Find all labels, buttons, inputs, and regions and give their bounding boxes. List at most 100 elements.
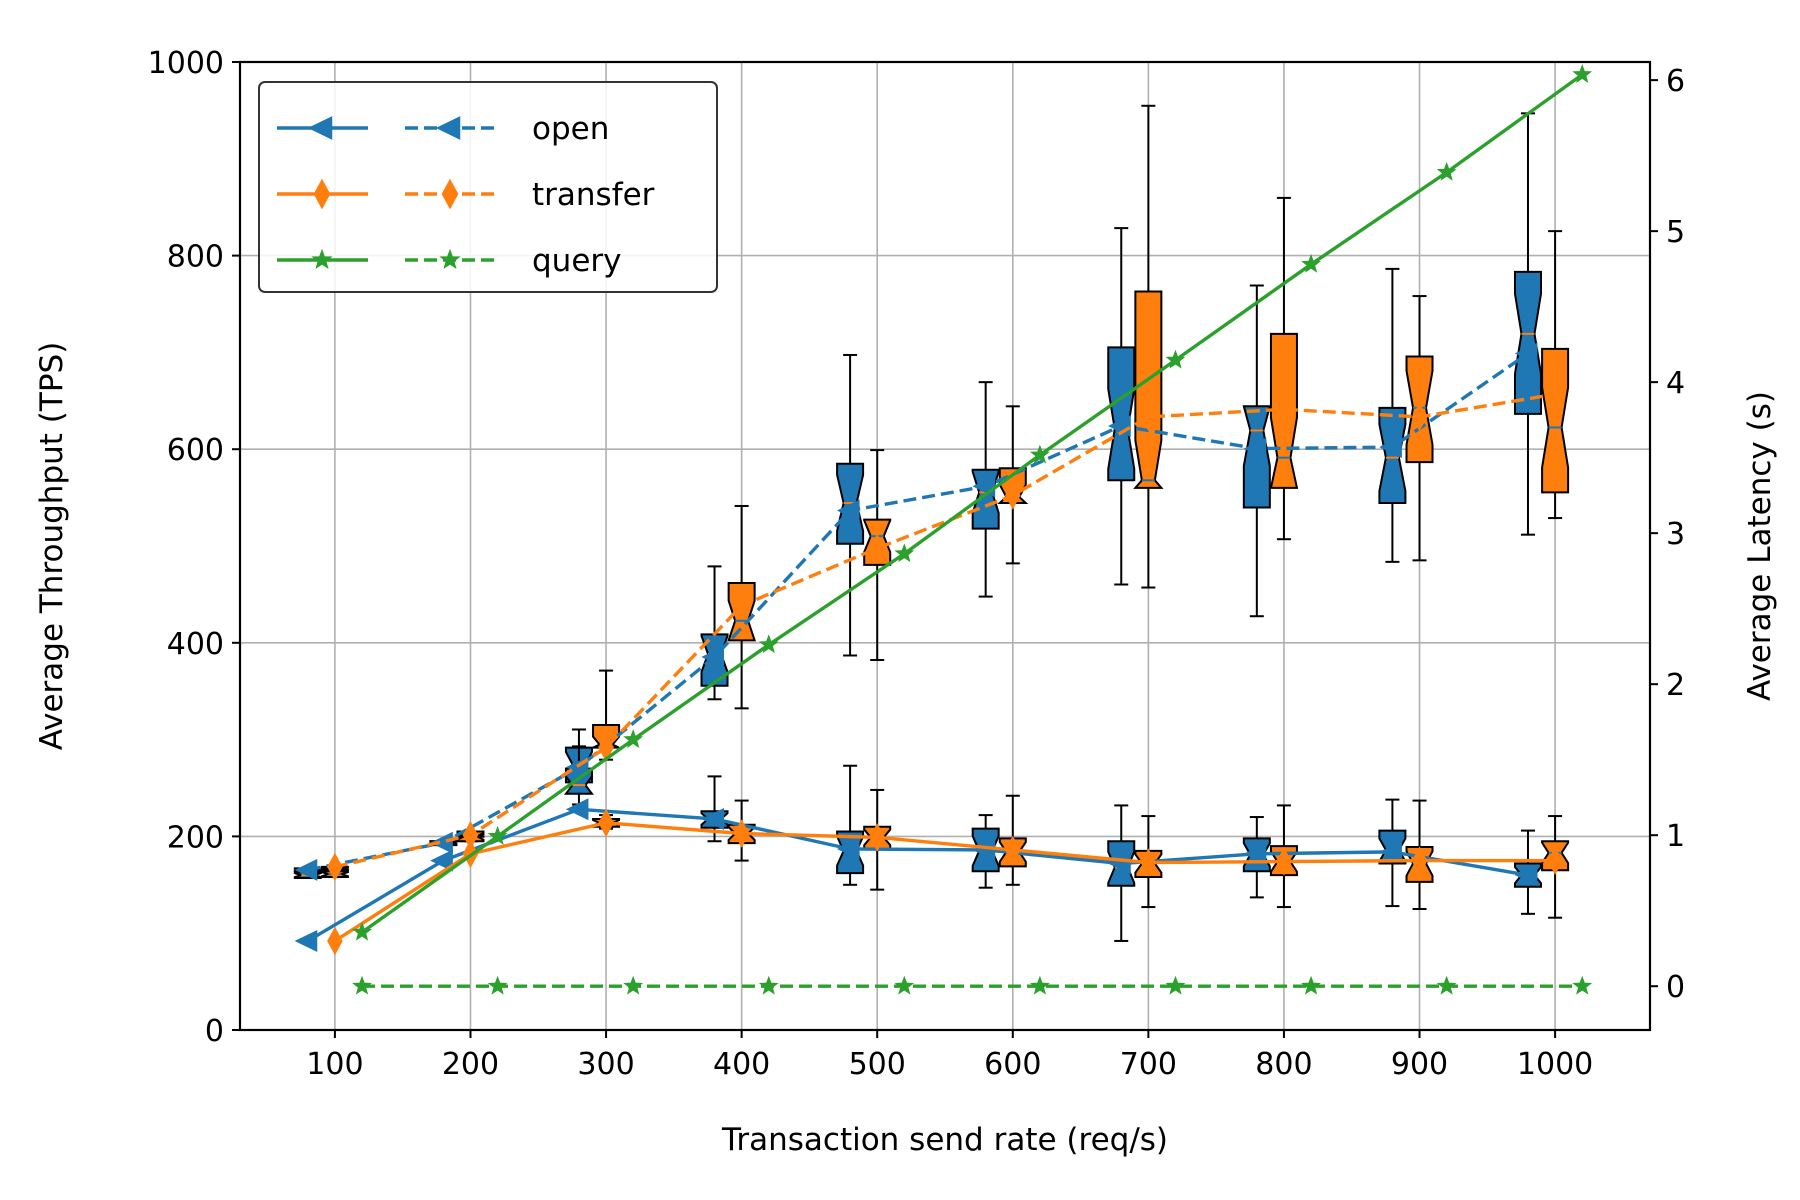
marker-star: [894, 975, 915, 995]
legend-label-transfer: transfer: [532, 177, 655, 213]
marker-star: [623, 975, 644, 995]
marker-triangle-left: [294, 858, 318, 881]
series-line-open-throughput: [306, 807, 1529, 943]
right-y-tick-label: 2: [1666, 668, 1685, 703]
marker-triangle-left: [1243, 842, 1267, 865]
marker-thin-diamond: [1140, 848, 1157, 877]
left-y-tick-label: 200: [167, 820, 224, 855]
marker-triangle-left: [1379, 840, 1402, 863]
marker-thin-diamond: [441, 178, 459, 210]
x-tick-label: 1000: [1517, 1047, 1593, 1082]
left-y-axis: 0 200 400 600 800 1000: [148, 46, 240, 1049]
x-tick-label: 500: [849, 1047, 906, 1082]
marker-star: [487, 975, 508, 995]
right-y-tick-label: 3: [1666, 517, 1685, 552]
marker-triangle-left: [836, 499, 860, 522]
series-line-transfer-latency: [334, 392, 1556, 869]
marker-star: [352, 975, 372, 995]
marker-thin-diamond: [1140, 402, 1157, 432]
legend-label-open: open: [532, 111, 609, 147]
marker-thin-diamond: [327, 852, 343, 882]
marker-thin-diamond: [1005, 835, 1021, 865]
left-y-tick-label: 1000: [148, 46, 224, 81]
marker-thin-diamond: [1276, 847, 1292, 876]
marker-thin-diamond: [462, 820, 479, 850]
left-y-tick-label: 400: [167, 627, 224, 662]
right-y-tick-label: 0: [1666, 970, 1685, 1005]
marker-star: [894, 543, 915, 563]
marker-thin-diamond: [1547, 846, 1563, 875]
plot-frame: [238, 60, 1652, 1032]
right-y-axis: 0 1 2 3 4 5 6: [1650, 64, 1685, 1005]
x-axis: 100 200 300 400 500 600 700 800 900 1000: [306, 1030, 1593, 1082]
marker-star: [1436, 975, 1457, 995]
marker-star: [1436, 161, 1457, 181]
marker-star: [1301, 975, 1321, 995]
right-y-axis-title: Average Latency (s): [1742, 391, 1778, 701]
marker-thin-diamond: [1411, 402, 1428, 432]
series-line-query-throughput: [361, 73, 1584, 934]
marker-star: [758, 975, 779, 995]
marker-star: [439, 248, 461, 270]
x-tick-label: 800: [1255, 1047, 1312, 1082]
marker-star: [1572, 975, 1593, 995]
legend: open transfer query: [258, 81, 718, 293]
marker-thin-diamond: [1276, 395, 1292, 424]
x-tick-label: 200: [442, 1047, 499, 1082]
left-y-axis-title: Average Throughput (TPS): [34, 342, 70, 751]
marker-thin-diamond: [869, 534, 885, 563]
left-y-tick-label: 800: [167, 240, 224, 275]
box-body: [1133, 290, 1164, 489]
marker-thin-diamond: [869, 823, 885, 852]
marker-star: [487, 825, 508, 845]
right-y-tick-label: 6: [1666, 64, 1685, 99]
box-body: [1242, 405, 1272, 509]
x-tick-label: 700: [1120, 1047, 1177, 1082]
marker-triangle-left: [701, 807, 725, 830]
right-y-tick-label: 4: [1666, 366, 1685, 401]
box-body: [1513, 270, 1542, 415]
legend-box: [258, 81, 718, 293]
series-lines: [294, 64, 1593, 995]
marker-triangle-left: [430, 849, 453, 872]
marker-star: [352, 921, 372, 941]
box-body: [1107, 346, 1136, 482]
marker-star: [1572, 64, 1593, 84]
marker-triangle-left: [435, 116, 461, 140]
right-y-tick-label: 5: [1666, 215, 1685, 250]
marker-triangle-left: [701, 645, 725, 668]
marker-star: [1165, 975, 1186, 995]
marker-triangle-left: [565, 798, 589, 821]
marker-triangle-left: [307, 116, 333, 140]
marker-thin-diamond: [1547, 379, 1563, 409]
marker-thin-diamond: [733, 819, 750, 848]
marker-star: [311, 248, 333, 270]
marker-triangle-left: [1514, 864, 1538, 887]
marker-star: [1301, 253, 1321, 273]
x-axis-title: Transaction send rate (req/s): [721, 1122, 1168, 1158]
marker-thin-diamond: [1005, 481, 1021, 510]
x-tick-label: 600: [984, 1047, 1041, 1082]
marker-thin-diamond: [733, 591, 750, 620]
series-line-open-latency: [307, 352, 1529, 872]
series-line-transfer-throughput: [333, 821, 1556, 943]
marker-thin-diamond: [1411, 846, 1428, 875]
x-tick-label: 900: [1391, 1047, 1448, 1082]
marker-star: [1029, 444, 1050, 464]
marker-triangle-left: [1379, 436, 1402, 459]
legend-label-query: query: [532, 243, 622, 279]
marker-triangle-left: [1514, 342, 1538, 365]
marker-star: [623, 729, 644, 749]
marker-triangle-left: [294, 929, 318, 952]
x-tick-label: 300: [577, 1047, 634, 1082]
left-y-tick-label: 600: [167, 433, 224, 468]
box-body: [1378, 406, 1407, 504]
marker-triangle-left: [836, 837, 860, 860]
marker-triangle-left: [430, 831, 453, 854]
marker-star: [1165, 349, 1186, 369]
marker-star: [758, 634, 779, 654]
x-tick-label: 400: [713, 1047, 770, 1082]
marker-triangle-left: [1243, 437, 1267, 460]
marker-thin-diamond: [313, 178, 331, 210]
